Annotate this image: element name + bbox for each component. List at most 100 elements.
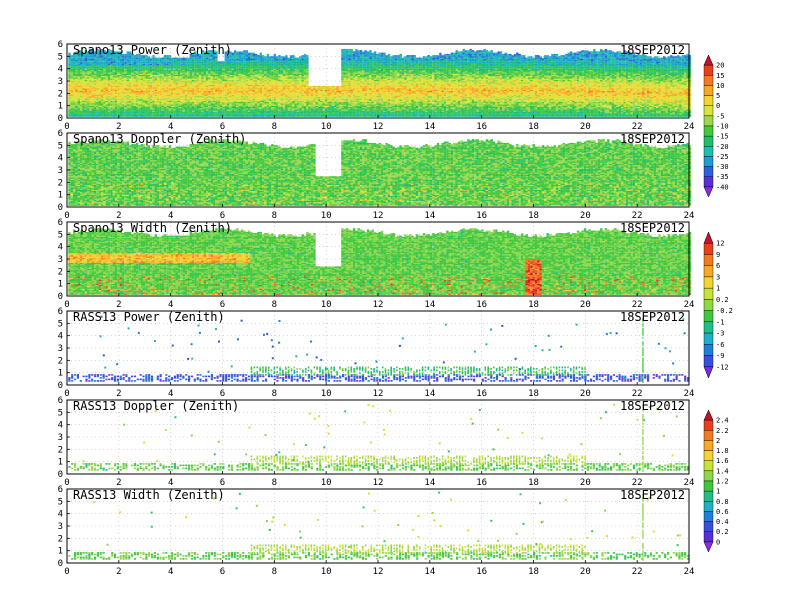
- data-cell: [136, 85, 138, 86]
- data-cell: [68, 77, 70, 78]
- data-cell: [194, 90, 196, 91]
- data-cell: [143, 69, 145, 70]
- data-cell: [150, 100, 152, 101]
- data-cell: [178, 92, 180, 93]
- data-cell: [82, 100, 84, 101]
- data-cell: [169, 111, 171, 112]
- data-cell: [183, 104, 185, 105]
- data-cell: [101, 116, 103, 117]
- data-cell: [164, 88, 166, 89]
- data-cell: [103, 91, 105, 92]
- data-cell: [85, 81, 87, 82]
- data-cell: [190, 96, 192, 97]
- data-cell: [141, 80, 143, 81]
- data-cell: [138, 112, 140, 113]
- data-cell: [173, 74, 175, 75]
- data-cell: [87, 98, 89, 99]
- data-cell: [176, 100, 178, 101]
- data-cell: [85, 86, 87, 87]
- data-cell: [122, 77, 124, 78]
- data-cell: [110, 108, 112, 109]
- data-cell: [143, 100, 145, 101]
- data-cell: [68, 66, 70, 67]
- data-cell: [106, 84, 108, 85]
- data-cell: [75, 96, 77, 97]
- data-cell: [85, 107, 87, 108]
- data-cell: [192, 60, 194, 61]
- data-cell: [122, 74, 124, 75]
- data-cell: [157, 106, 159, 107]
- data-cell: [71, 101, 73, 102]
- data-cell: [178, 102, 180, 103]
- data-cell: [129, 69, 131, 70]
- data-cell: [129, 71, 131, 72]
- data-cell: [110, 91, 112, 92]
- data-cell: [171, 108, 173, 109]
- data-cell: [71, 114, 73, 115]
- data-cell: [78, 85, 80, 86]
- data-cell: [145, 109, 147, 110]
- data-cell: [73, 104, 75, 105]
- data-cell: [138, 92, 140, 93]
- data-cell: [129, 92, 131, 93]
- data-cell: [73, 97, 75, 98]
- data-cell: [190, 79, 192, 80]
- data-cell: [157, 96, 159, 97]
- data-cell: [117, 108, 119, 109]
- data-cell: [152, 102, 154, 103]
- data-cell: [115, 106, 117, 107]
- data-cell: [110, 103, 112, 104]
- data-cell: [171, 63, 173, 64]
- data-cell: [115, 103, 117, 104]
- data-cell: [180, 112, 182, 113]
- data-cell: [110, 69, 112, 70]
- data-cell: [68, 60, 70, 61]
- data-cell: [89, 100, 91, 101]
- data-cell: [68, 101, 70, 102]
- data-cell: [192, 63, 194, 64]
- data-cell: [185, 81, 187, 82]
- data-cell: [108, 111, 110, 112]
- data-cell: [141, 113, 143, 114]
- data-cell: [129, 108, 131, 109]
- data-cell: [96, 75, 98, 76]
- data-cell: [110, 88, 112, 89]
- data-cell: [183, 114, 185, 115]
- data-cell: [178, 93, 180, 94]
- data-cell: [73, 66, 75, 67]
- data-cell: [192, 88, 194, 89]
- data-cell: [73, 63, 75, 64]
- data-cell: [73, 75, 75, 76]
- data-cell: [110, 97, 112, 98]
- data-cell: [157, 102, 159, 103]
- data-cell: [183, 82, 185, 83]
- data-cell: [183, 80, 185, 81]
- data-cell: [136, 61, 138, 62]
- data-cell: [101, 72, 103, 73]
- data-cell: [169, 107, 171, 108]
- data-cell: [124, 58, 126, 59]
- data-cell: [96, 59, 98, 60]
- data-cell: [155, 58, 157, 59]
- data-cell: [166, 81, 168, 82]
- data-cell: [141, 100, 143, 101]
- data-cell: [197, 91, 199, 92]
- data-cell: [101, 97, 103, 98]
- data-cell: [96, 67, 98, 68]
- data-cell: [143, 82, 145, 83]
- data-cell: [108, 107, 110, 108]
- data-cell: [183, 108, 185, 109]
- data-cell: [197, 107, 199, 108]
- data-cell: [152, 64, 154, 65]
- data-cell: [192, 108, 194, 109]
- data-cell: [152, 98, 154, 99]
- data-cell: [120, 59, 122, 60]
- data-cell: [87, 67, 89, 68]
- data-cell: [141, 76, 143, 77]
- data-cell: [162, 96, 164, 97]
- data-cell: [169, 77, 171, 78]
- data-cell: [155, 67, 157, 68]
- data-cell: [162, 102, 164, 103]
- data-cell: [183, 71, 185, 72]
- data-cell: [183, 87, 185, 88]
